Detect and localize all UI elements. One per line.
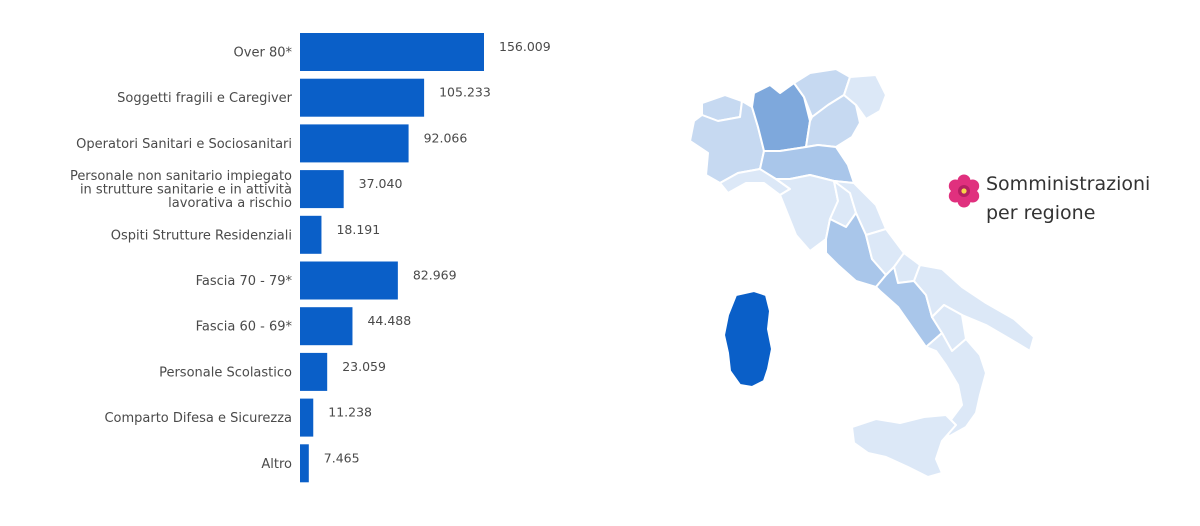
legend-title-line2: per regione: [986, 202, 1096, 224]
value-label-2: 92.066: [424, 130, 468, 145]
value-label-3: 37.040: [359, 176, 403, 191]
region-puglia[interactable]: [913, 264, 1035, 352]
region-calabria[interactable]: [925, 332, 987, 438]
region-friuli[interactable]: [843, 74, 887, 120]
bar-2[interactable]: [300, 124, 409, 163]
bar-3[interactable]: [300, 170, 344, 209]
category-label-0: Over 80*: [234, 46, 293, 61]
category-label-6: Fascia 60 - 69*: [196, 320, 293, 335]
region-lombardia[interactable]: [751, 82, 811, 152]
category-label-9: Altro: [261, 457, 292, 472]
region-sardegna[interactable]: [723, 290, 773, 388]
bar-6[interactable]: [300, 307, 353, 346]
region-sicilia[interactable]: [851, 414, 957, 478]
italy-map-svg: [689, 68, 1035, 478]
value-label-0: 156.009: [499, 39, 551, 54]
category-label-3-line-0: Personale non sanitario impiegato: [70, 169, 292, 184]
value-label-6: 44.488: [367, 313, 411, 328]
bar-7[interactable]: [300, 352, 328, 391]
value-label-8: 11.238: [328, 405, 372, 420]
legend-title: Somministrazioni per regione: [986, 170, 1150, 228]
bar-8[interactable]: [300, 398, 314, 437]
pink-primrose-flower-icon: [948, 174, 980, 208]
category-label-3-line-2: lavorativa a rischio: [168, 196, 292, 211]
bar-0[interactable]: [300, 33, 484, 71]
value-label-7: 23.059: [342, 359, 386, 374]
category-label-7: Personale Scolastico: [159, 365, 292, 380]
value-label-5: 82.969: [413, 268, 457, 283]
bar-chart: Over 80* 156.009 Soggetti fragili e Caregi…: [70, 33, 551, 483]
category-label-5: Fascia 70 - 79*: [196, 274, 293, 289]
category-label-1: Soggetti fragili e Caregiver: [117, 91, 293, 106]
value-label-4: 18.191: [336, 222, 380, 237]
bar-9[interactable]: [300, 444, 309, 483]
legend-title-line1: Somministrazioni: [986, 173, 1151, 195]
category-label-3-line-1: in strutture sanitarie e in attività: [80, 183, 292, 198]
category-label-4: Ospiti Strutture Residenziali: [111, 228, 292, 243]
value-label-1: 105.233: [439, 85, 491, 100]
italy-map: [680, 55, 1050, 495]
value-label-9: 7.465: [324, 450, 360, 465]
bar-1[interactable]: [300, 78, 425, 117]
bar-4[interactable]: [300, 215, 322, 254]
bar-chart-svg: Over 80* 156.009 Soggetti fragili e Caregi…: [70, 33, 551, 483]
bar-5[interactable]: [300, 261, 398, 300]
category-label-8: Comparto Difesa e Sicurezza: [104, 411, 292, 426]
category-label-2: Operatori Sanitari e Sociosanitari: [76, 137, 292, 152]
